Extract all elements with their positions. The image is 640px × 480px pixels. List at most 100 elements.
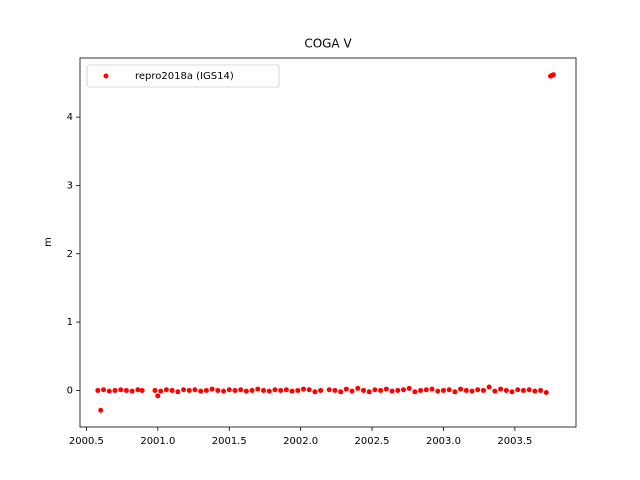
data-point xyxy=(355,385,361,391)
data-point xyxy=(301,386,307,392)
y-tick-label: 2 xyxy=(67,249,73,260)
data-point xyxy=(106,388,112,394)
data-point xyxy=(338,389,344,395)
data-point xyxy=(192,387,198,393)
x-tick-label: 2001.0 xyxy=(140,436,175,447)
data-point xyxy=(395,387,401,393)
x-tick-label: 2003.0 xyxy=(426,436,461,447)
x-tick-label: 2003.5 xyxy=(497,436,532,447)
data-point xyxy=(463,387,469,393)
data-point xyxy=(389,388,395,394)
data-point xyxy=(226,387,232,393)
chart-title: COGA V xyxy=(304,37,352,51)
data-point xyxy=(475,387,481,393)
data-point xyxy=(155,393,161,399)
data-point xyxy=(175,389,181,395)
data-point xyxy=(318,387,324,393)
data-point xyxy=(221,388,227,394)
y-tick-label: 1 xyxy=(67,317,73,328)
data-point xyxy=(406,385,412,391)
data-point xyxy=(526,387,532,393)
data-point xyxy=(261,387,267,393)
data-point xyxy=(543,389,549,395)
legend-box xyxy=(86,64,280,88)
data-point xyxy=(118,387,124,393)
data-point xyxy=(520,387,526,393)
data-point xyxy=(272,387,278,393)
data-point xyxy=(486,384,492,390)
data-point xyxy=(498,386,504,392)
data-point xyxy=(295,387,301,393)
data-point xyxy=(446,387,452,393)
data-point xyxy=(215,387,221,393)
data-point xyxy=(169,387,175,393)
data-point xyxy=(532,388,538,394)
legend-marker xyxy=(103,73,109,79)
data-point xyxy=(550,72,556,78)
data-point xyxy=(283,387,289,393)
data-point xyxy=(383,386,389,392)
data-point xyxy=(139,387,145,393)
data-point xyxy=(458,386,464,392)
data-point xyxy=(412,389,418,395)
data-point xyxy=(158,388,164,394)
y-tick-label: 0 xyxy=(67,385,73,396)
data-point xyxy=(232,387,238,393)
data-point xyxy=(366,389,372,395)
data-point xyxy=(372,387,378,393)
data-point xyxy=(238,387,244,393)
data-point xyxy=(186,387,192,393)
data-point xyxy=(312,389,318,395)
data-point xyxy=(255,386,261,392)
data-point xyxy=(435,388,441,394)
data-point xyxy=(343,386,349,392)
data-point xyxy=(306,387,312,393)
data-point xyxy=(198,388,204,394)
x-tick-label: 2001.5 xyxy=(212,436,247,447)
data-point xyxy=(469,388,475,394)
data-point xyxy=(332,387,338,393)
data-point xyxy=(503,387,509,393)
data-point xyxy=(209,386,215,392)
plot-frame xyxy=(79,57,577,428)
data-point xyxy=(289,388,295,394)
y-tick-label: 4 xyxy=(67,112,73,123)
data-point xyxy=(515,387,521,393)
data-point xyxy=(135,387,141,393)
data-point xyxy=(509,389,515,395)
data-point xyxy=(492,388,498,394)
legend-label: repro2018a (IGS14) xyxy=(135,71,234,82)
x-tick-label: 2002.0 xyxy=(283,436,318,447)
y-tick-label: 3 xyxy=(67,180,73,191)
data-point xyxy=(152,387,158,393)
data-point xyxy=(440,387,446,393)
data-point xyxy=(400,387,406,393)
y-axis-label: m xyxy=(43,237,54,247)
data-point xyxy=(326,387,332,393)
data-point xyxy=(123,387,129,393)
data-point xyxy=(129,388,135,394)
data-point xyxy=(163,387,169,393)
data-point xyxy=(98,407,104,413)
data-point xyxy=(203,387,209,393)
data-point xyxy=(360,387,366,393)
data-point xyxy=(538,387,544,393)
data-point xyxy=(349,388,355,394)
data-point xyxy=(243,388,249,394)
data-point xyxy=(278,387,284,393)
x-tick-label: 2002.5 xyxy=(355,436,390,447)
data-point xyxy=(452,389,458,395)
data-point xyxy=(480,387,486,393)
data-point xyxy=(423,387,429,393)
data-point xyxy=(112,387,118,393)
data-point xyxy=(181,387,187,393)
data-point xyxy=(266,388,272,394)
data-point xyxy=(429,386,435,392)
x-tick-label: 2000.5 xyxy=(69,436,104,447)
data-point xyxy=(95,387,101,393)
data-point xyxy=(101,387,107,393)
data-point xyxy=(249,387,255,393)
data-point xyxy=(418,387,424,393)
